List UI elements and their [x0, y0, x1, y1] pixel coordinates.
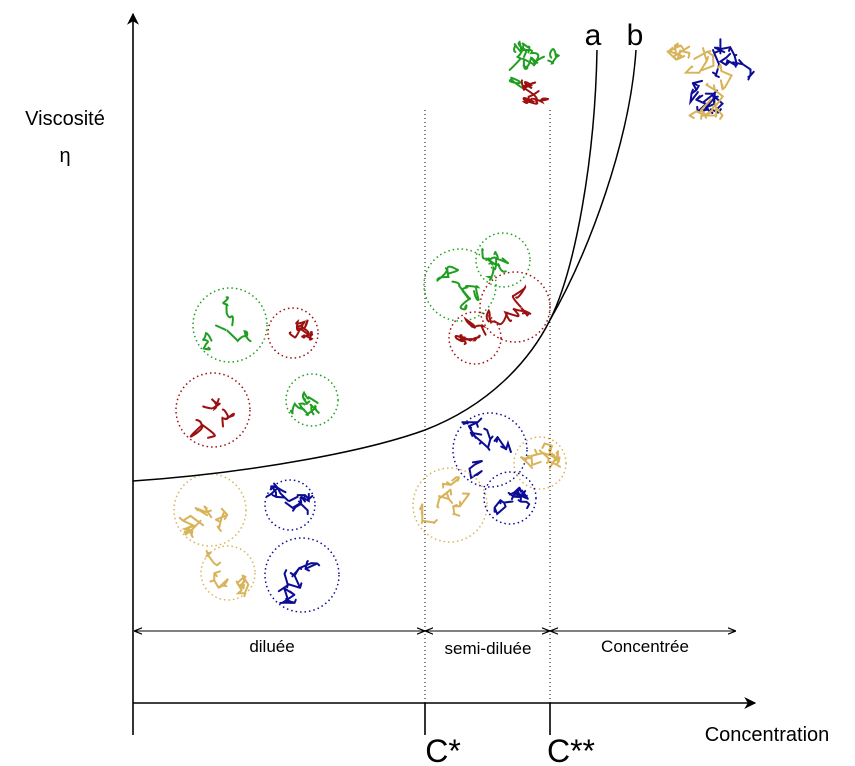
polymer-chain — [301, 390, 319, 405]
polymer-chain — [221, 408, 235, 428]
region-label: semi-diluée — [445, 639, 532, 658]
polymer-chain — [521, 90, 540, 105]
polymer-chain — [688, 98, 712, 119]
polymer-chain — [441, 476, 460, 489]
polymer-chain — [436, 488, 454, 509]
coil-boundary — [513, 436, 567, 490]
polymer-chain — [468, 459, 483, 480]
polymer-chain — [461, 285, 481, 301]
coil-boundary — [285, 373, 339, 427]
polymer-chain — [732, 59, 755, 81]
polymer-chain — [288, 318, 306, 339]
polymer-chain — [419, 503, 438, 525]
polymer-chain — [284, 496, 309, 516]
coil-boundary — [423, 248, 497, 322]
polymer-chain — [713, 46, 738, 66]
polymer-chain — [215, 324, 252, 343]
polymer-chain — [189, 419, 216, 439]
polymer-chain — [689, 79, 704, 106]
polymer-chain — [485, 308, 509, 326]
polymer-chain — [666, 49, 691, 61]
polymer-chain — [205, 549, 222, 567]
polymer-chain — [683, 47, 709, 74]
coil-boundary — [267, 307, 319, 359]
polymer-chain — [718, 52, 737, 68]
polymer-chain — [538, 449, 561, 468]
polymer-chain — [493, 499, 514, 516]
curve-label: a — [585, 19, 602, 52]
polymer-chain — [518, 48, 540, 70]
polymer-chain — [301, 330, 314, 341]
coil-boundary — [173, 473, 247, 547]
polymer-chain — [454, 335, 473, 346]
curve-b — [549, 49, 637, 321]
marker-label: C** — [547, 733, 595, 766]
coil-boundary — [479, 271, 551, 343]
polymer-blobs — [173, 38, 755, 613]
coil-boundary — [475, 232, 531, 288]
coil-boundary — [200, 545, 256, 601]
polymer-chain — [481, 248, 501, 267]
polymer-chain — [513, 487, 529, 500]
polymer-chain — [547, 48, 561, 65]
y-axis-symbol: η — [59, 145, 70, 167]
x-axis-label: Concentration — [705, 724, 830, 746]
polymer-chain — [289, 401, 306, 415]
polymer-chain — [215, 507, 229, 532]
polymer-chain — [513, 40, 528, 58]
polymer-chain — [202, 331, 213, 351]
polymer-chain — [503, 307, 532, 323]
curve-label: b — [627, 19, 644, 52]
polymer-chain — [209, 570, 229, 589]
polymer-chain — [463, 316, 487, 336]
polymer-chain — [194, 505, 213, 519]
polymer-chain — [202, 398, 221, 412]
region-label: diluée — [249, 637, 294, 656]
polymer-chain — [277, 583, 296, 604]
polymer-chain — [436, 265, 460, 283]
coil-boundary — [264, 537, 340, 613]
polymer-chain — [717, 63, 734, 91]
polymer-chain — [459, 334, 481, 342]
polymer-chain — [265, 482, 299, 503]
polymer-chain — [712, 38, 722, 78]
polymer-chain — [522, 55, 545, 68]
polymer-chain — [222, 296, 234, 327]
polymer-chain — [469, 427, 494, 451]
region-label: Concentrée — [601, 637, 689, 656]
polymer-chain — [296, 493, 314, 503]
polymer-chain — [700, 104, 718, 120]
coil-boundary — [264, 479, 316, 531]
coil-boundary — [452, 412, 528, 488]
polymer-chain — [493, 436, 512, 453]
polymer-chain — [451, 280, 472, 311]
polymer-chain — [519, 454, 542, 469]
polymer-chain — [522, 80, 537, 92]
y-axis-label: Viscosité — [25, 108, 105, 130]
polymer-chain — [511, 284, 530, 317]
polymer-chain — [484, 250, 499, 281]
coil-boundary — [448, 311, 502, 365]
coil-boundary — [412, 467, 488, 543]
coil-boundary — [483, 471, 537, 525]
curve-a — [549, 49, 598, 321]
coil-boundary — [192, 287, 268, 363]
polymer-chain — [178, 514, 205, 533]
viscosity-curve — [132, 319, 551, 482]
polymer-chain — [270, 485, 287, 499]
polymer-chain — [300, 403, 321, 416]
polymer-chain — [236, 575, 246, 590]
polymer-chain — [452, 492, 471, 517]
marker-label: C* — [425, 733, 461, 766]
coil-boundary — [175, 372, 251, 448]
